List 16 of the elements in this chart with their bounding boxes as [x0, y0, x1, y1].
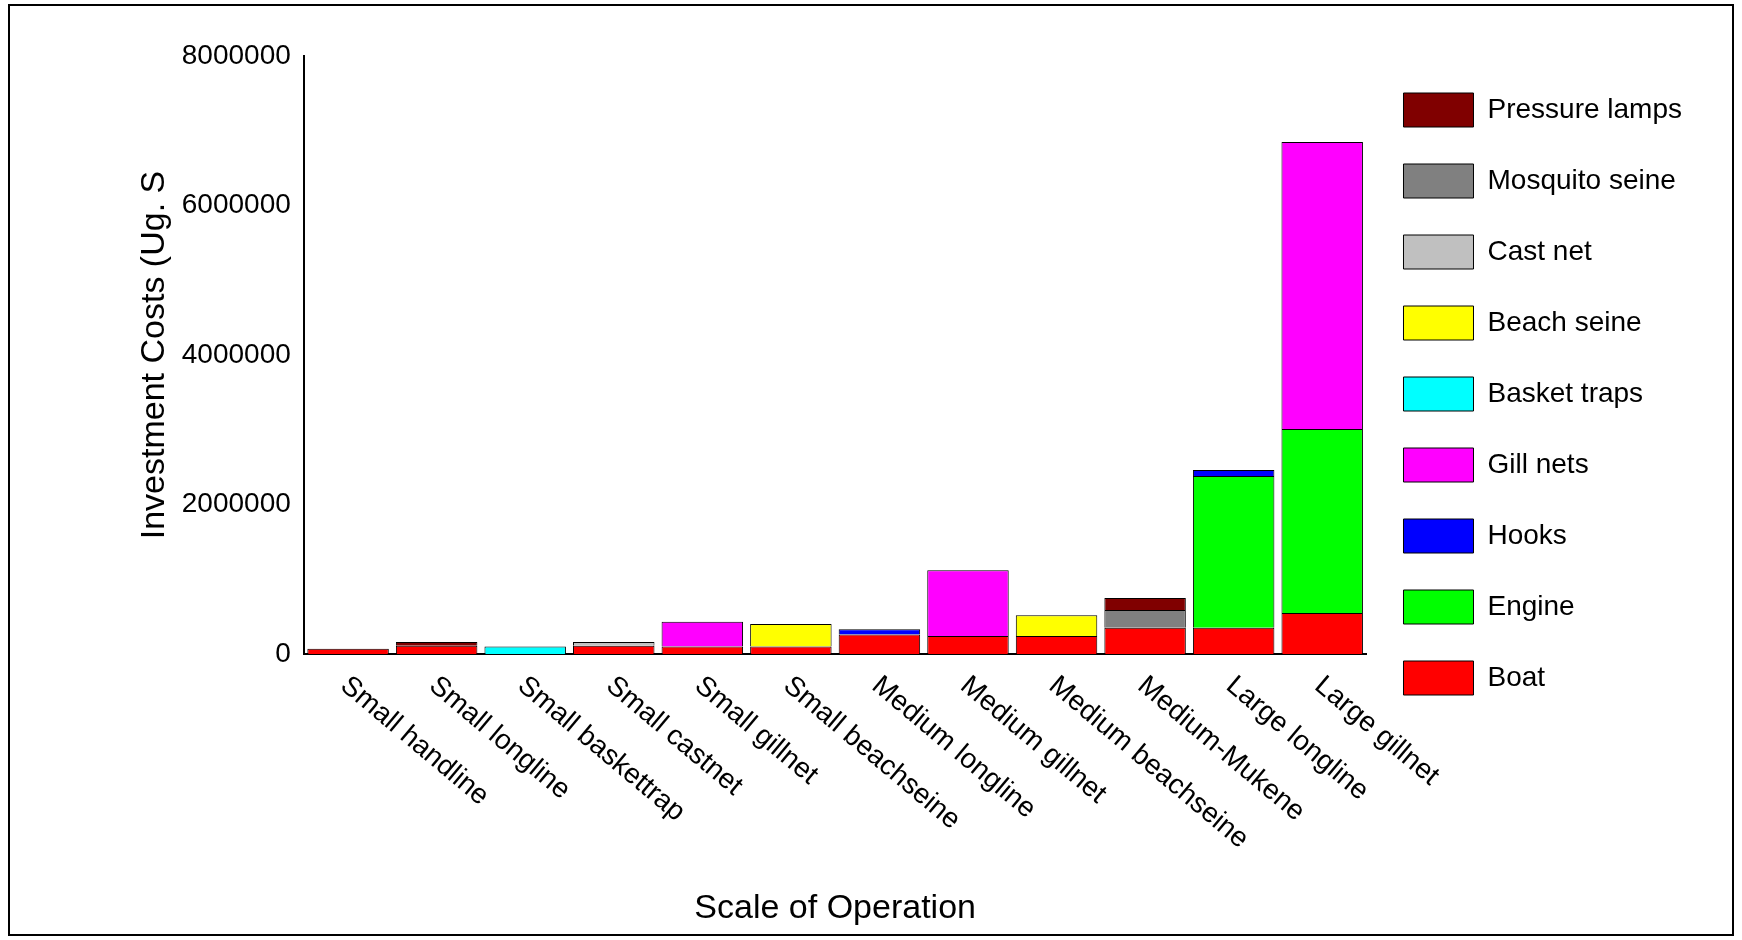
legend-label: Cast net: [1487, 234, 1592, 266]
legend-label: Beach seine: [1487, 305, 1642, 337]
legend-label: Basket traps: [1487, 376, 1644, 408]
legend-label: Gill nets: [1487, 447, 1589, 479]
y-tick-label: 6000000: [181, 188, 291, 220]
y-tick-label: 2000000: [181, 487, 291, 519]
legend-label: Mosquito seine: [1487, 163, 1676, 195]
y-tick-label: 0: [275, 636, 291, 668]
legend-label: Hooks: [1487, 518, 1567, 550]
legend-label: Boat: [1487, 660, 1546, 692]
legend-label: Engine: [1487, 589, 1575, 621]
y-tick-label: 8000000: [181, 38, 291, 70]
x-axis-title: Scale of Operation: [694, 887, 976, 926]
y-tick-label: 4000000: [181, 337, 291, 369]
legend-label: Pressure lamps: [1487, 92, 1683, 124]
y-axis-title: Investment Costs (Ug. S: [132, 170, 171, 540]
